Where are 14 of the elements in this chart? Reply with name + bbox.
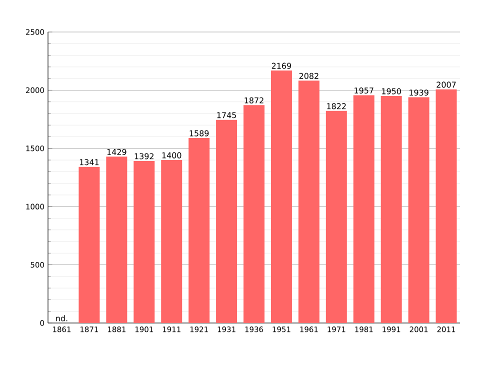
bar xyxy=(244,105,265,323)
bar xyxy=(270,70,292,323)
bar xyxy=(436,89,457,323)
bar xyxy=(380,96,402,323)
bar xyxy=(298,80,320,323)
bar xyxy=(106,156,128,323)
bar xyxy=(188,138,210,323)
bar xyxy=(216,120,238,323)
bar xyxy=(326,110,347,323)
bar xyxy=(161,160,182,323)
bar xyxy=(353,95,374,323)
bar xyxy=(78,166,100,323)
bar xyxy=(408,97,430,323)
bar xyxy=(134,160,155,323)
